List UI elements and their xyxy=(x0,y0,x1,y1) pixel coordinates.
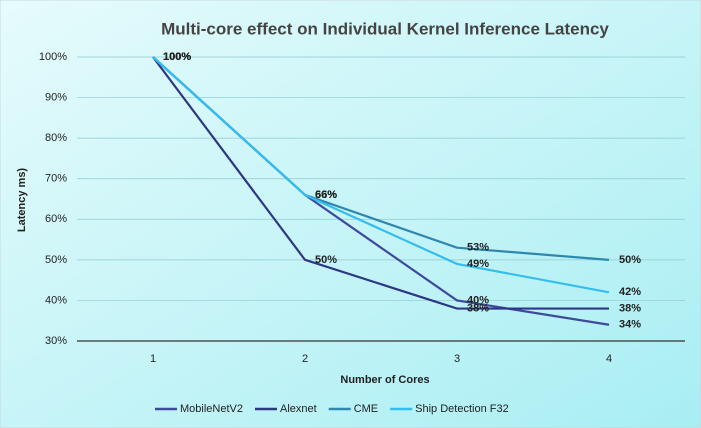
data-label: 42% xyxy=(619,286,641,298)
y-tick-label: 40% xyxy=(45,294,67,306)
y-tick-label: 70% xyxy=(45,173,67,185)
x-tick-label: 2 xyxy=(302,353,308,365)
data-label: 100% xyxy=(163,51,191,63)
y-tick-label: 100% xyxy=(39,51,67,63)
data-label: 66% xyxy=(315,189,337,201)
series-line xyxy=(152,56,610,294)
y-axis-label: Latency ms) xyxy=(16,168,28,233)
data-label: 66% xyxy=(315,189,337,201)
y-tick-label: 30% xyxy=(45,335,67,347)
legend-label: CME xyxy=(354,403,378,415)
y-tick-label: 50% xyxy=(45,254,67,266)
chart-title: Multi-core effect on Individual Kernel I… xyxy=(161,19,609,38)
data-label: 66% xyxy=(315,189,337,201)
x-tick-label: 4 xyxy=(606,353,612,365)
data-label: 100% xyxy=(163,51,191,63)
legend-label: MobileNetV2 xyxy=(180,403,243,415)
data-label: 50% xyxy=(619,254,641,266)
x-axis-label: Number of Cores xyxy=(340,374,429,386)
y-tick-label: 90% xyxy=(45,91,67,103)
data-label: 100% xyxy=(163,51,191,63)
data-label: 100% xyxy=(163,51,191,63)
x-tick-label: 1 xyxy=(150,353,156,365)
data-label: 53% xyxy=(467,242,489,254)
legend-label: Alexnet xyxy=(280,403,317,415)
data-label: 49% xyxy=(467,258,489,270)
data-label: 50% xyxy=(315,254,337,266)
data-label: 38% xyxy=(467,302,489,314)
y-tick-label: 80% xyxy=(45,132,67,144)
legend-label: Ship Detection F32 xyxy=(415,403,509,415)
data-label: 34% xyxy=(619,319,641,331)
series-line xyxy=(152,56,609,310)
data-label: 38% xyxy=(619,302,641,314)
data-label: 40% xyxy=(467,294,489,306)
y-tick-label: 60% xyxy=(45,213,67,225)
x-tick-label: 3 xyxy=(454,353,460,365)
